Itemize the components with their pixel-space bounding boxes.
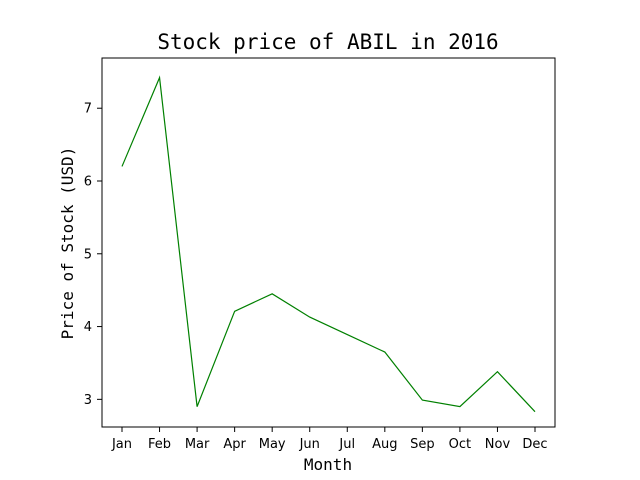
y-tick-label: 4 bbox=[84, 320, 92, 335]
y-tick-label: 3 bbox=[84, 393, 92, 408]
x-tick-label: Sep bbox=[410, 437, 435, 452]
x-tick-label: Feb bbox=[148, 437, 171, 452]
x-tick-label: Nov bbox=[485, 437, 511, 452]
x-tick-label: Dec bbox=[522, 437, 547, 452]
x-axis: Jan Feb Mar Apr May Jun Jul Aug Sep Oct Nov Dec bbox=[111, 427, 548, 452]
x-tick-label: Mar bbox=[185, 437, 210, 452]
y-axis-label: Price of Stock (USD) bbox=[58, 147, 77, 340]
x-tick-label: Apr bbox=[223, 437, 246, 452]
y-tick-label: 5 bbox=[84, 247, 92, 262]
x-tick-label: Oct bbox=[449, 437, 471, 452]
x-tick-label: Jun bbox=[299, 437, 320, 452]
y-tick-label: 6 bbox=[84, 175, 92, 190]
x-tick-label: Aug bbox=[372, 437, 397, 452]
chart-title: Stock price of ABIL in 2016 bbox=[157, 30, 498, 54]
series-line-0 bbox=[121, 75, 536, 413]
y-tick-label: 7 bbox=[84, 102, 92, 117]
x-tick-label: Jan bbox=[111, 437, 132, 452]
series-layer bbox=[121, 75, 536, 413]
y-axis: 3 4 5 6 7 bbox=[84, 102, 102, 408]
plot-frame bbox=[101, 57, 556, 428]
x-tick-label: May bbox=[259, 437, 286, 452]
x-axis-label: Month bbox=[304, 455, 352, 474]
x-tick-label: Jul bbox=[338, 437, 355, 452]
